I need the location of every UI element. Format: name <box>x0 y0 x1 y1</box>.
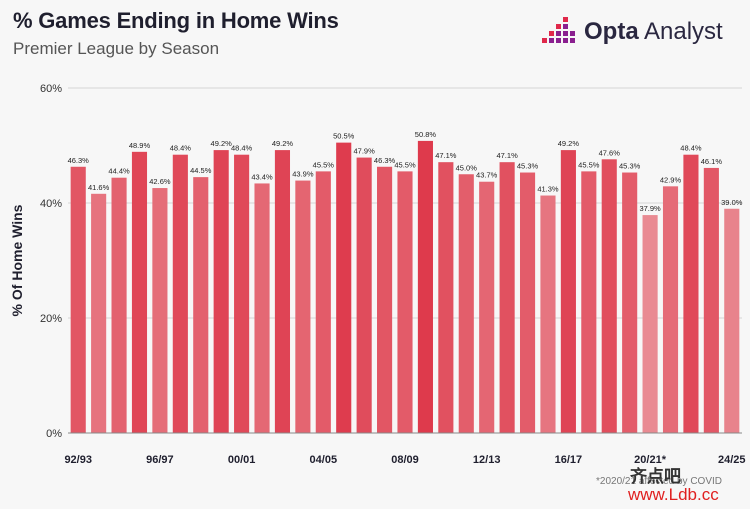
bar-92/93 <box>70 166 86 433</box>
opta-analyst-logo: Opta Analyst <box>540 14 740 50</box>
bar-value-label: 43.7% <box>476 171 498 180</box>
bar-value-label: 39.0% <box>721 198 743 207</box>
bar-00/01 <box>234 154 250 433</box>
y-tick-label: 0% <box>46 428 62 440</box>
bar-95/96 <box>131 151 148 433</box>
x-tick-label: 08/09 <box>391 454 419 466</box>
x-tick-label: 92/93 <box>64 454 92 466</box>
bar-10/11 <box>438 162 454 434</box>
bar-value-label: 46.3% <box>374 156 396 165</box>
watermark-url: www.Ldb.cc <box>628 485 719 504</box>
x-tick-label: 16/17 <box>555 454 583 466</box>
y-axis-label: % Of Home Wins <box>9 204 25 316</box>
bar-value-label: 47.6% <box>599 148 621 157</box>
bar-09/10 <box>417 140 433 433</box>
y-tick-label: 20% <box>40 313 62 325</box>
bar-17/18 <box>581 171 597 433</box>
bar-04/05 <box>315 171 331 433</box>
bar-19/20 <box>622 172 638 433</box>
bar-value-label: 47.9% <box>354 147 376 156</box>
y-tick-label: 40% <box>40 198 62 210</box>
bar-value-label: 50.5% <box>333 132 355 141</box>
bar-value-label: 47.1% <box>435 151 457 160</box>
bar-value-label: 45.3% <box>619 162 641 171</box>
bar-value-label: 45.5% <box>313 160 335 169</box>
bar-01/02 <box>254 183 270 433</box>
bar-value-label: 44.5% <box>190 166 212 175</box>
bar-value-label: 48.4% <box>170 144 192 153</box>
footnote: *2020/21 affected by COVID <box>596 476 723 487</box>
bar-value-label: 49.2% <box>211 139 233 148</box>
bar-value-label: 43.4% <box>251 172 273 181</box>
bar-value-label: 46.1% <box>701 157 723 166</box>
bar-12/13 <box>479 181 495 433</box>
bar-16/17 <box>560 150 576 433</box>
bar-97/98 <box>172 154 188 433</box>
bar-21/22 <box>662 186 679 433</box>
opta-logo-icon <box>542 17 575 43</box>
bar-value-label: 44.4% <box>108 167 130 176</box>
bar-24/25 <box>724 208 740 433</box>
chart-title: % Games Ending in Home Wins <box>13 8 339 33</box>
bar-18/19 <box>601 159 617 434</box>
bar-value-label: 45.0% <box>456 163 478 172</box>
bar-value-label: 45.5% <box>394 160 416 169</box>
bar-value-label: 50.8% <box>415 130 437 139</box>
x-tick-label: 24/25 <box>718 454 746 466</box>
bar-value-label: 48.4% <box>231 144 253 153</box>
bar-98/99 <box>193 177 209 433</box>
bar-value-label: 46.3% <box>68 156 90 165</box>
watermark-text: 齐点吧 <box>630 467 681 486</box>
x-tick-label: 20/21* <box>634 454 667 466</box>
bar-07/08 <box>377 166 393 433</box>
bar-08/09 <box>397 171 413 433</box>
x-tick-label: 96/97 <box>146 454 174 466</box>
bar-value-label: 45.5% <box>578 160 600 169</box>
bar-value-label: 41.3% <box>537 185 559 194</box>
chart-subtitle: Premier League by Season <box>13 39 220 58</box>
logo-text: Opta Analyst <box>584 18 723 45</box>
x-tick-label: 00/01 <box>228 454 256 466</box>
bar-93/94 <box>91 193 107 433</box>
bar-99/00 <box>213 150 229 433</box>
y-tick-label: 60% <box>40 83 62 95</box>
bar-value-label: 48.4% <box>680 144 702 153</box>
bar-15/16 <box>540 195 556 433</box>
bar-96/97 <box>152 188 168 433</box>
bar-06/07 <box>356 157 372 433</box>
bar-14/15 <box>519 172 536 433</box>
bar-value-label: 37.9% <box>639 204 661 213</box>
bar-value-label: 43.9% <box>292 170 314 179</box>
bar-05/06 <box>336 142 352 433</box>
bar-11/12 <box>458 174 474 433</box>
bar-02/03 <box>274 150 291 433</box>
x-tick-label: 12/13 <box>473 454 501 466</box>
bar-23/24 <box>703 167 719 434</box>
bar-13/14 <box>499 162 515 434</box>
bar-value-label: 45.3% <box>517 162 539 171</box>
bar-value-label: 48.9% <box>129 141 151 150</box>
bar-value-label: 49.2% <box>558 139 580 148</box>
bar-03/04 <box>295 180 311 433</box>
bar-20/21* <box>642 215 658 433</box>
bar-value-label: 49.2% <box>272 139 294 148</box>
bar-value-label: 41.6% <box>88 183 110 192</box>
bar-value-label: 42.6% <box>149 177 171 186</box>
bar-22/23 <box>683 154 699 433</box>
bar-94/95 <box>111 177 127 433</box>
x-tick-label: 04/05 <box>310 454 338 466</box>
bar-value-label: 42.9% <box>660 175 682 184</box>
bar-value-label: 47.1% <box>496 151 518 160</box>
